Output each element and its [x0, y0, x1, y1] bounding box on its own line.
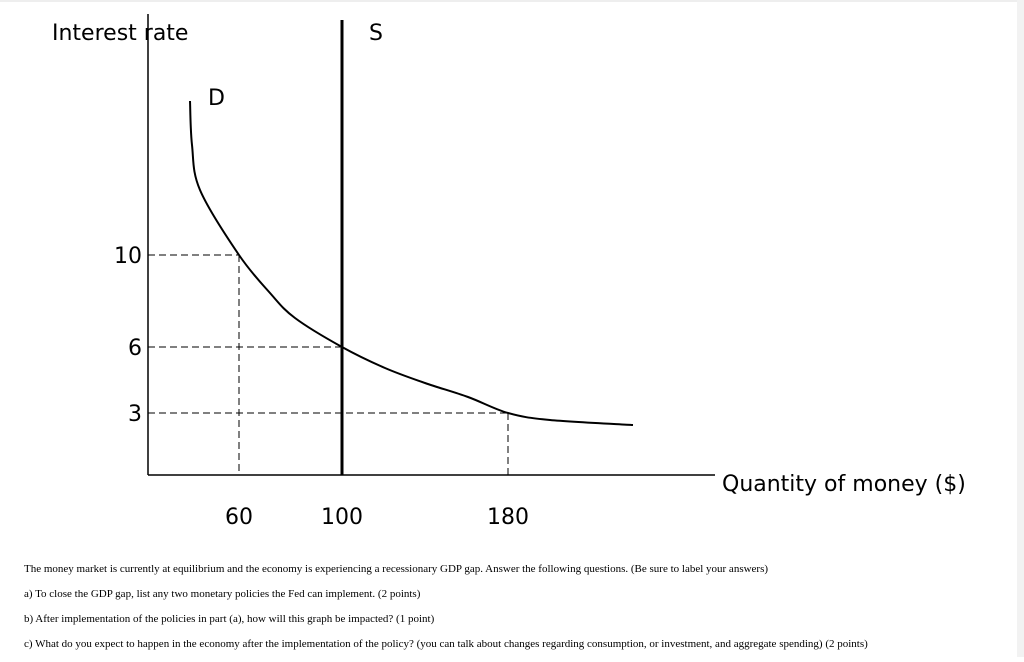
- x-tick-label-0: 60: [225, 505, 253, 530]
- y-tick-label-2: 3: [128, 402, 142, 427]
- demand-label: D: [208, 86, 225, 111]
- money-market-chart: Interest rate Quantity of money ($) S D …: [52, 14, 966, 530]
- supply-label: S: [369, 21, 383, 46]
- x-tick-label-2: 180: [487, 505, 529, 530]
- y-tick-labels: 10 6 3: [114, 244, 142, 427]
- questions-block: The money market is currently at equilib…: [24, 562, 1014, 662]
- y-tick-label-1: 6: [128, 336, 142, 361]
- reference-lines: [148, 254, 509, 475]
- question-intro: The money market is currently at equilib…: [24, 563, 769, 575]
- y-axis-label: Interest rate: [52, 21, 188, 46]
- demand-curve: [189, 100, 634, 426]
- question-c: c) What do you expect to happen in the e…: [24, 638, 868, 650]
- y-tick-label-0: 10: [114, 244, 142, 269]
- top-border: [0, 0, 1024, 2]
- x-tick-labels: 60 100 180: [225, 505, 529, 530]
- question-a: a) To close the GDP gap, list any two mo…: [24, 588, 421, 600]
- x-axis-label: Quantity of money ($): [722, 472, 966, 497]
- x-tick-label-1: 100: [321, 505, 363, 530]
- right-border: [1017, 0, 1024, 657]
- question-b: b) After implementation of the policies …: [24, 613, 435, 625]
